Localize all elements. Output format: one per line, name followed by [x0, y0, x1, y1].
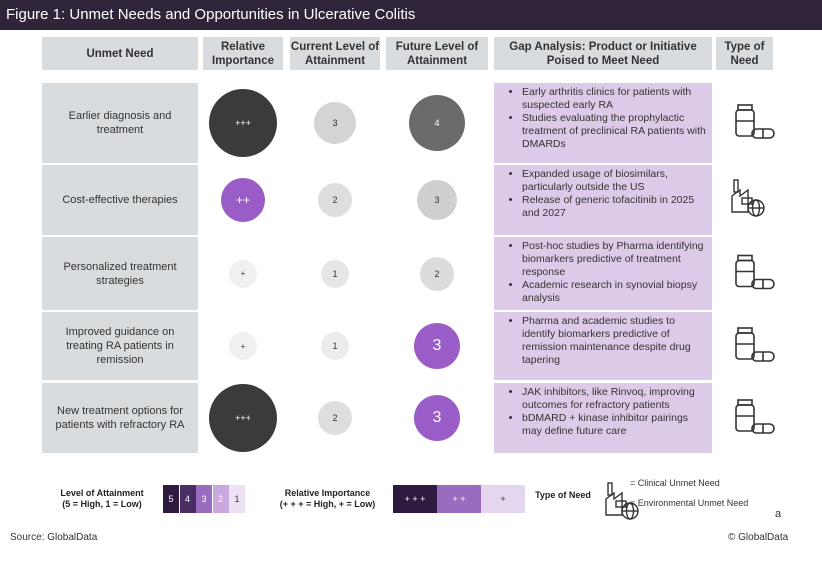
need-cell: Improved guidance on treating RA patient…	[42, 312, 198, 380]
gap-cell: Post-hoc studies by Pharma identifying b…	[494, 237, 712, 310]
level-circle: +	[229, 332, 257, 360]
header-cell: Unmet Need	[42, 37, 198, 70]
gap-cell: Expanded usage of biosimilars, particula…	[494, 165, 712, 235]
icon-part	[607, 482, 613, 496]
legend-note: (+ + + = High, + = Low)	[279, 499, 376, 509]
gap-cell: Early arthritis clinics for patients wit…	[494, 83, 712, 163]
icon-part	[605, 491, 623, 516]
icon-part	[733, 179, 739, 193]
gap-cell: JAK inhibitors, like Rinvoq, improving o…	[494, 383, 712, 453]
gap-list: JAK inhibitors, like Rinvoq, improving o…	[500, 386, 706, 438]
legend-label: Relative Importance	[284, 488, 371, 498]
legend-clinical: = Clinical Unmet Need	[630, 478, 720, 488]
gap-list: Early arthritis clinics for patients wit…	[500, 86, 706, 151]
level-circle: 3	[314, 102, 356, 144]
title: Figure 1: Unmet Needs and Opportunities …	[0, 0, 822, 30]
header-cell: Relative Importance	[203, 37, 283, 70]
legend-box: + + +	[393, 485, 437, 513]
icon-part	[731, 188, 749, 213]
level-circle: 4	[409, 95, 465, 151]
need-cell: Personalized treatment strategies	[42, 237, 198, 310]
level-circle: 3	[414, 395, 460, 441]
level-circle: +	[229, 259, 257, 288]
copyright: © GlobalData	[728, 532, 789, 543]
level-circle: 2	[420, 256, 454, 291]
legend-note: (5 = High, 1 = Low)	[62, 499, 142, 509]
legend-box: +	[481, 485, 525, 513]
legend-box: 5	[163, 485, 179, 513]
icon-part	[735, 404, 755, 432]
level-circle: 1	[321, 259, 349, 288]
gap-list: Post-hoc studies by Pharma identifying b…	[500, 240, 706, 305]
header-cell: Current Level of Attainment	[290, 37, 380, 70]
need-cell: New treatment options for patients with …	[42, 383, 198, 453]
level-circle: 3	[414, 323, 460, 369]
gap-item: Pharma and academic studies to identify …	[522, 315, 706, 367]
legend-box: 4	[179, 485, 196, 513]
level-circle: 2	[318, 401, 352, 435]
icon-part	[735, 109, 755, 137]
gap-item: Post-hoc studies by Pharma identifying b…	[522, 240, 706, 279]
icon-part	[735, 259, 755, 288]
header-cell: Future Level of Attainment	[386, 37, 488, 70]
level-circle: ++	[221, 178, 265, 222]
legend-environmental: = Environmental Unmet Need	[630, 498, 749, 508]
legend-box: 2	[212, 485, 229, 513]
legend-label: Level of Attainment	[60, 488, 144, 498]
level-circle: +++	[209, 89, 277, 157]
level-circle: +++	[209, 384, 277, 452]
legend-box: 1	[229, 485, 245, 513]
legend-box: + +	[437, 485, 481, 513]
gap-item: Academic research in synovial biopsy ana…	[522, 279, 706, 305]
gap-item: Early arthritis clinics for patients wit…	[522, 86, 706, 112]
gap-item: Studies evaluating the prophylactic trea…	[522, 112, 706, 151]
icon-part	[735, 332, 755, 360]
legend-mark: a	[775, 508, 782, 520]
level-circle: 1	[321, 332, 349, 360]
need-cell: Earlier diagnosis and treatment	[42, 83, 198, 163]
gap-item: JAK inhibitors, like Rinvoq, improving o…	[522, 386, 706, 412]
gap-cell: Pharma and academic studies to identify …	[494, 312, 712, 380]
icon-part	[625, 502, 635, 520]
gap-item: bDMARD + kinase inhibitor pairings may d…	[522, 412, 706, 438]
header-cell: Gap Analysis: Product or Initiative Pois…	[494, 37, 712, 70]
level-circle: 2	[318, 183, 352, 217]
gap-item: Release of generic tofacitinib in 2025 a…	[522, 194, 706, 220]
gap-list: Expanded usage of biosimilars, particula…	[500, 168, 706, 220]
source: Source: GlobalData	[10, 532, 98, 543]
gap-list: Pharma and academic studies to identify …	[500, 315, 706, 367]
legend-label: Type of Need	[535, 490, 591, 500]
level-circle: 3	[417, 180, 457, 220]
legend-box: 3	[196, 485, 212, 513]
gap-item: Expanded usage of biosimilars, particula…	[522, 168, 706, 194]
icon-part	[751, 199, 761, 217]
header-cell: Type of Need	[716, 37, 773, 70]
need-cell: Cost-effective therapies	[42, 165, 198, 235]
